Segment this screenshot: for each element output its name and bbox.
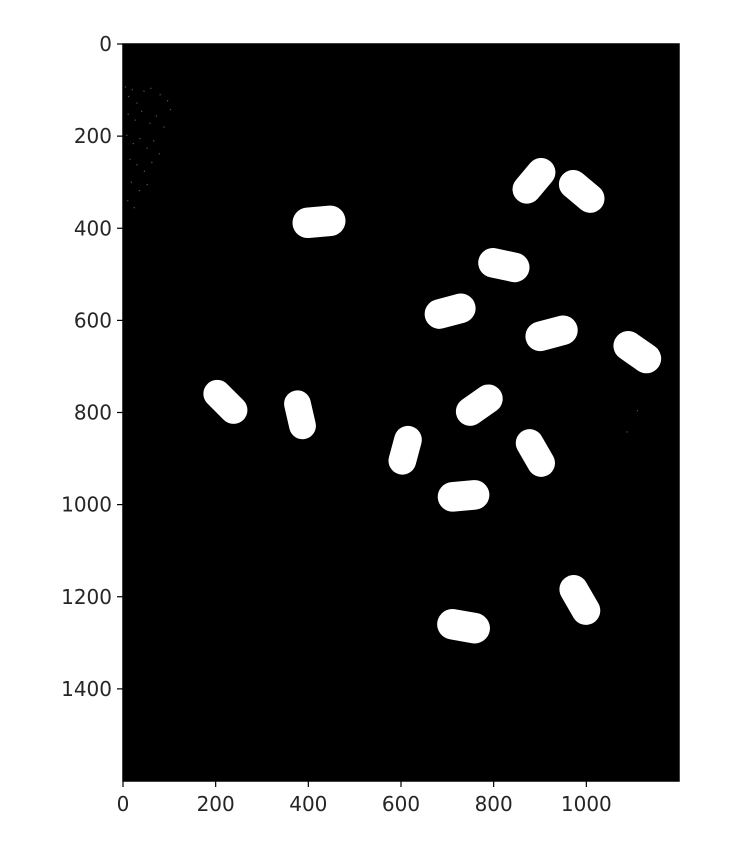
x-tick-label: 800	[475, 792, 513, 816]
noise-speck	[136, 102, 138, 104]
noise-speck	[124, 86, 127, 88]
object-blob	[613, 331, 662, 374]
object-blob	[437, 480, 490, 512]
noise-speck	[150, 87, 152, 89]
object-blob	[424, 293, 476, 329]
noise-speck	[134, 119, 136, 121]
object-blob	[478, 248, 530, 283]
object-blob	[284, 390, 316, 440]
y-tick-label: 1400	[61, 677, 112, 701]
x-tick-label: 1000	[561, 792, 612, 816]
object-blob	[559, 575, 601, 625]
noise-speck	[151, 161, 153, 164]
object-blob	[515, 429, 556, 477]
noise-speck	[146, 147, 148, 149]
noise-speck	[131, 89, 133, 91]
y-tick-label: 800	[74, 401, 112, 425]
noise-layer	[124, 86, 638, 433]
object-blob	[388, 425, 422, 475]
object-blob	[437, 609, 490, 644]
noise-speck	[127, 113, 129, 115]
noise-speck	[166, 100, 169, 102]
x-axis: 0 200 400 600 800 1000	[117, 781, 612, 816]
y-axis: 0 200 400 600 800 1000 1200 1400	[61, 32, 123, 701]
noise-speck	[169, 108, 171, 111]
noise-speck	[138, 189, 140, 192]
y-tick-label: 600	[74, 308, 112, 332]
noise-speck	[130, 181, 133, 183]
noise-speck	[153, 140, 155, 142]
noise-speck	[149, 122, 151, 124]
y-tick-label: 1000	[61, 493, 112, 517]
noise-speck	[163, 126, 165, 128]
x-tick-label: 400	[289, 792, 327, 816]
noise-speck	[636, 410, 638, 412]
noise-speck	[129, 158, 131, 160]
object-blob	[512, 157, 556, 204]
noise-speck	[143, 170, 146, 172]
noise-speck	[126, 134, 128, 136]
noise-speck	[146, 183, 148, 186]
noise-speck	[136, 164, 138, 166]
noise-speck	[132, 142, 134, 145]
noise-speck	[128, 96, 130, 98]
object-blob	[558, 169, 605, 213]
x-tick-label: 200	[197, 792, 235, 816]
noise-speck	[139, 137, 141, 140]
noise-speck	[127, 200, 129, 202]
noise-speck	[141, 110, 143, 112]
x-tick-label: 0	[117, 792, 130, 816]
y-tick-label: 0	[99, 32, 112, 56]
object-blob	[203, 379, 248, 424]
noise-speck	[626, 431, 628, 433]
noise-speck	[143, 90, 145, 92]
y-tick-label: 200	[74, 124, 112, 148]
image-area	[123, 44, 679, 781]
blob-layer	[203, 157, 662, 644]
noise-speck	[158, 153, 160, 155]
noise-speck	[133, 207, 135, 209]
object-blob	[455, 384, 503, 426]
y-tick-label: 1200	[61, 585, 112, 609]
object-blob	[292, 205, 346, 239]
x-tick-label: 600	[382, 792, 420, 816]
object-blob	[525, 315, 578, 352]
noise-speck	[159, 94, 161, 96]
noise-speck	[155, 115, 158, 117]
y-tick-label: 400	[74, 216, 112, 240]
